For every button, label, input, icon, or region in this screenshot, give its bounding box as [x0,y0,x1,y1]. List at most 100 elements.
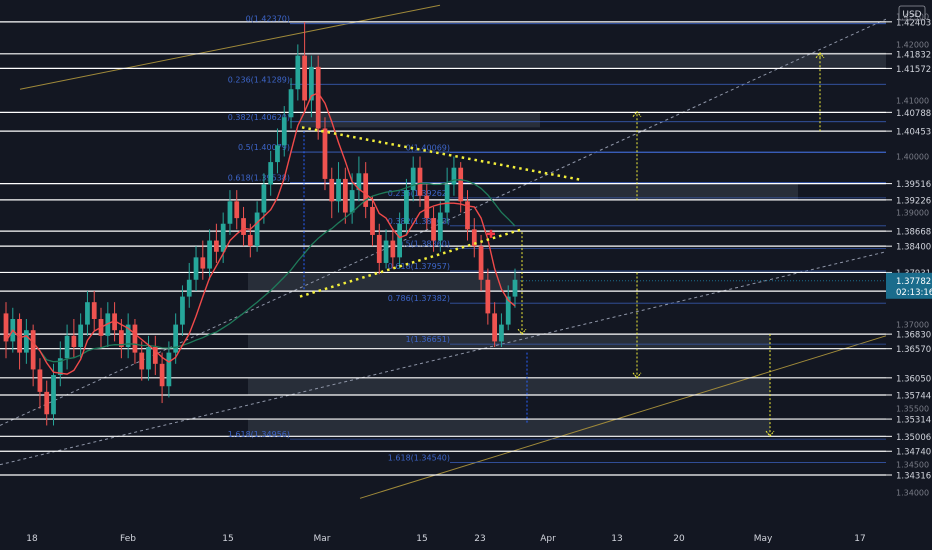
time-axis-background [0,522,932,550]
candle-body-57 [390,240,396,258]
candle-body-50 [342,178,348,213]
time-tick-9: May [754,534,773,544]
slow-moving-average [5,179,516,363]
candle-body-74 [505,296,511,325]
candle-body-30 [207,240,212,269]
channel-line-lower [359,335,887,499]
candle-body-64 [437,212,443,241]
level-label-18: 1.34316 [896,471,931,481]
candle-body-10 [71,335,77,348]
countdown-label: 02:13:16 [896,288,932,298]
candle-body-40 [275,145,280,163]
candle-body-54 [370,206,375,235]
candle-body-12 [85,302,90,325]
fib-lower-label-2: 0.382(1.38763) [388,217,450,226]
candle-body-62 [424,195,430,219]
candle-body-9 [64,335,70,359]
projection-arrow-1 [632,110,642,117]
candle-body-59 [404,190,409,224]
candle-body-67 [458,167,464,202]
axis-label-1: 1.42000 [896,40,929,49]
candle-body-4 [30,330,36,370]
channel-line-upper [19,4,441,90]
candle-body-28 [193,257,199,280]
candle-body-11 [78,324,84,348]
current-price-label: 1.37782 [896,277,931,287]
candle-body-13 [91,302,97,319]
currency-badge-box [898,5,926,21]
zone-0 [300,52,886,67]
candle-body-46 [315,66,321,129]
wedge-pattern [299,126,583,298]
fib-upper-label-3: 0.5(1.40079) [238,143,290,152]
candle-body-47 [322,128,328,179]
candle-body-24 [166,352,172,387]
axis-label-6: 1.35500 [896,405,929,414]
currency-badge[interactable]: USD [898,5,926,21]
zone-2 [540,183,798,201]
time-tick-10: 17 [854,534,865,544]
candle-body-63 [431,218,436,241]
candle-body-37 [254,212,260,247]
time-tick-1: Feb [120,534,136,544]
level-label-17: 1.34740 [896,448,931,458]
zone-4 [248,334,770,349]
candle-body-52 [356,173,362,191]
time-tick-4: 15 [416,534,427,544]
level-label-14: 1.35744 [896,391,931,401]
level-label-3: 1.40788 [896,109,931,119]
candle-body-29 [200,257,206,269]
fib-upper-label-1: 0.236(1.41289) [228,75,290,84]
fast-moving-average [5,92,516,375]
level-label-16: 1.35006 [896,433,931,443]
candle-body-8 [57,358,63,376]
time-tick-5: 23 [474,534,485,544]
axis-label-0: 1.42500 [896,12,929,21]
fib-upper-label-0: 0(1.42370) [246,15,290,24]
candle-body-25 [173,324,179,353]
projection-arrow-4 [517,328,527,335]
candle-body-21 [146,347,151,370]
time-axis[interactable]: 18 Feb 15 Mar 15 23 Apr 13 20 May 17 [0,522,932,550]
time-tick-3: Mar [314,534,331,544]
level-label-13: 1.36050 [896,374,931,384]
zone-3 [248,272,520,291]
candle-body-72 [492,313,498,342]
axis-label-8: 1.34000 [896,489,929,498]
candle-body-23 [159,363,165,387]
axis-label-5: 1.37000 [896,321,929,330]
candle-body-3 [23,330,29,353]
candle-body-17 [118,330,124,348]
candle-body-0 [3,313,9,342]
candle-body-48 [329,178,335,202]
candle-body-42 [288,89,294,118]
target-projections [303,52,825,437]
candle-body-31 [214,240,219,252]
current-price-badge [886,272,932,299]
channel-line-low [0,251,887,466]
candle-body-39 [268,162,274,185]
fib-lower-label-4: 0.618(1.37957) [388,262,450,271]
fib-lower-label-5: 0.786(1.37382) [388,294,450,303]
fib-lower-label-8: 1.618(1.34540) [388,453,450,462]
candle-body-34 [234,201,240,219]
axis-label-4: 1.39000 [896,209,929,218]
level-label-2: 1.41572 [896,65,931,75]
candle-body-56 [383,240,389,263]
zone-5 [248,377,770,395]
candle-body-19 [132,324,138,353]
candle-body-68 [465,201,470,230]
candle-body-65 [444,184,450,213]
price-axis[interactable]: 1.42403 1.41832 1.41572 1.40788 1.40453 1.395… [886,0,932,522]
level-label-6: 1.39226 [896,196,931,206]
zone-1 [300,112,540,128]
time-tick-2: 15 [222,534,233,544]
candle-body-2 [17,318,22,353]
moving-averages [5,92,516,375]
candle-body-7 [51,375,56,415]
candle-body-35 [241,218,246,235]
candle-body-51 [349,190,355,213]
candle-body-32 [220,223,226,252]
candle-body-73 [499,324,504,342]
